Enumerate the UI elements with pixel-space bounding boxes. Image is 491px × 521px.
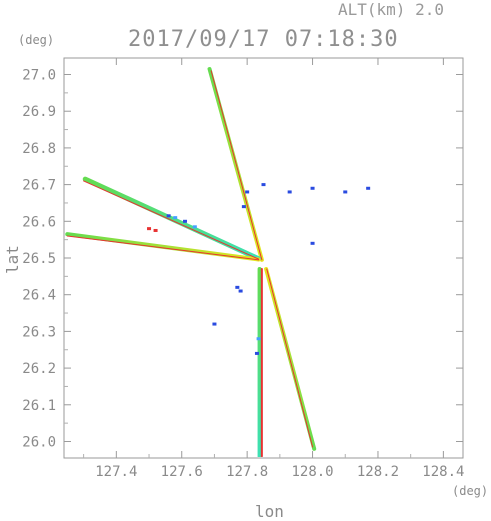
data-layer <box>65 67 371 457</box>
y-unit-label: (deg) <box>18 33 55 47</box>
y-tick-label: 26.3 <box>22 324 56 340</box>
altitude-label: ALT(km) 2.0 <box>338 0 444 19</box>
streak-line <box>266 268 314 448</box>
x-tick-label: 128.2 <box>357 464 399 480</box>
y-tick-label: 26.8 <box>22 141 56 157</box>
echo-point <box>366 186 371 190</box>
x-tick-label: 127.4 <box>95 464 137 480</box>
y-tick-label: 26.1 <box>22 398 56 414</box>
y-tick-label: 26.2 <box>22 361 56 377</box>
echo-point <box>238 289 243 293</box>
x-unit-label: (deg) <box>452 484 489 498</box>
streak-line <box>210 70 263 261</box>
y-tick-label: 26.5 <box>22 251 56 267</box>
echo-point <box>310 186 315 190</box>
echo-point <box>147 227 152 231</box>
echo-point <box>287 190 292 194</box>
y-tick-label: 26.9 <box>22 104 56 120</box>
x-tick-label: 128.0 <box>291 464 333 480</box>
echo-point <box>310 241 315 245</box>
echo-point <box>192 225 197 229</box>
x-tick-label: 127.8 <box>226 464 268 480</box>
timestamp-title: 2017/09/17 07:18:30 <box>128 27 399 52</box>
echo-point <box>245 190 250 194</box>
echo-point <box>235 285 240 289</box>
x-axis-label: lon <box>255 502 284 521</box>
echo-point <box>343 190 348 194</box>
streak-line <box>66 235 260 261</box>
echo-point <box>212 322 217 326</box>
echo-point <box>173 216 178 220</box>
y-tick-label: 27.0 <box>22 68 56 84</box>
echo-point <box>166 214 171 218</box>
y-tick-label: 26.0 <box>22 434 56 450</box>
y-tick-label: 26.6 <box>22 214 56 230</box>
echo-point <box>256 337 261 341</box>
echo-point <box>254 351 259 355</box>
y-tick-label: 26.7 <box>22 178 56 194</box>
plot-frame <box>63 57 464 459</box>
y-tick-label: 26.4 <box>22 288 56 304</box>
streak-band <box>82 176 262 262</box>
echo-point <box>261 183 266 187</box>
streak-line <box>83 180 260 260</box>
streak-band <box>65 232 261 262</box>
x-tick-label: 127.6 <box>161 464 203 480</box>
echo-point <box>183 219 188 223</box>
x-tick-label: 128.4 <box>422 464 464 480</box>
echo-point <box>241 205 246 209</box>
echo-point <box>153 228 158 232</box>
